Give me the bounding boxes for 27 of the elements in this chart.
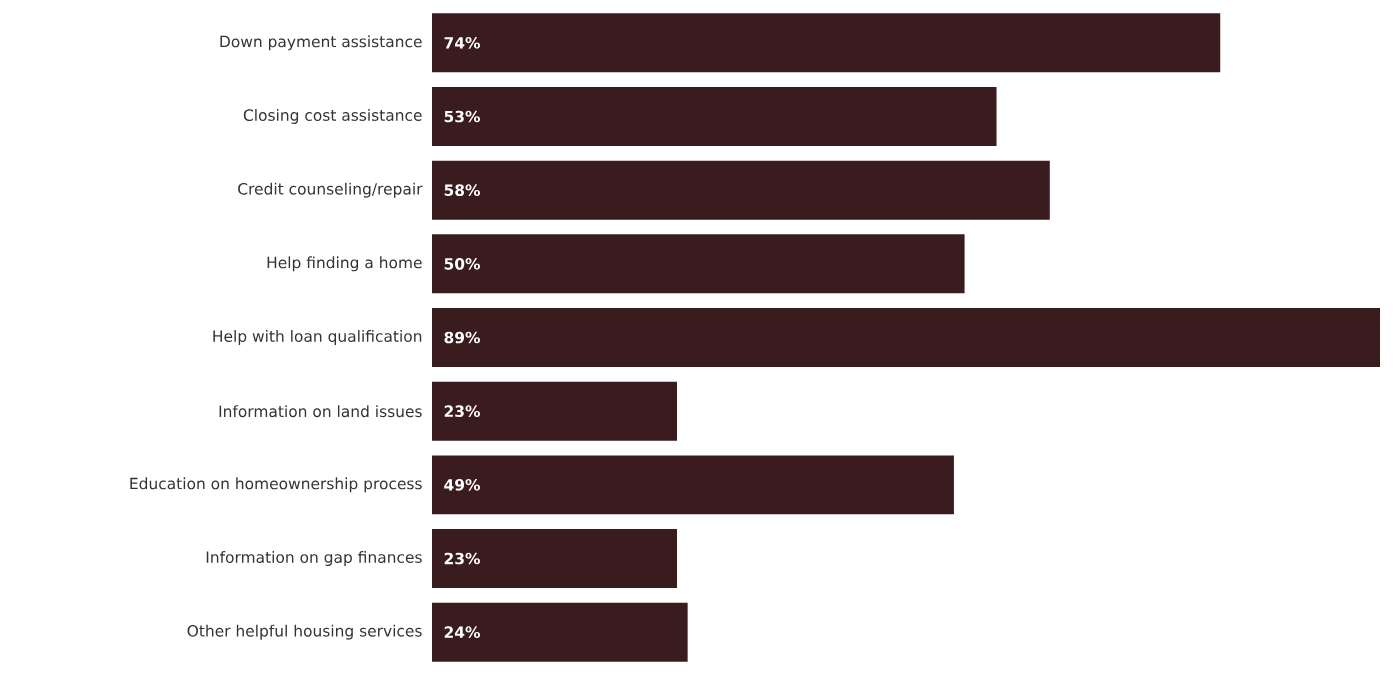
- data-label: 24%: [444, 626, 480, 639]
- data-label: 23%: [444, 405, 480, 418]
- bar: [432, 529, 677, 588]
- y-tick-label: Closing cost assistance: [243, 109, 422, 124]
- data-label: 50%: [444, 258, 480, 270]
- bar: [432, 160, 1050, 220]
- bar: [432, 234, 965, 294]
- data-label: 53%: [444, 110, 480, 123]
- y-tick-label: Other helpful housing services: [187, 624, 422, 640]
- data-label: 89%: [444, 331, 480, 344]
- data-label: 23%: [444, 552, 480, 565]
- bar: [432, 455, 954, 515]
- y-tick-label: Education on homeownership process: [130, 477, 422, 493]
- y-tick-label: Help with loan qualification: [213, 330, 422, 345]
- bar: [432, 602, 688, 662]
- y-tick-label: Information on gap finances: [206, 551, 422, 566]
- data-label: 74%: [444, 37, 480, 49]
- y-tick-label: Information on land issues: [219, 405, 422, 418]
- bar: [432, 13, 1221, 73]
- y-tick-label: Down payment assistance: [220, 35, 422, 51]
- bar: [432, 308, 1380, 367]
- bar: [432, 87, 997, 146]
- data-label: 58%: [444, 184, 480, 197]
- data-label: 49%: [444, 479, 480, 491]
- y-tick-label: Credit counseling/repair: [238, 182, 423, 198]
- bar: [432, 381, 677, 441]
- y-tick-label: Help finding a home: [267, 256, 422, 272]
